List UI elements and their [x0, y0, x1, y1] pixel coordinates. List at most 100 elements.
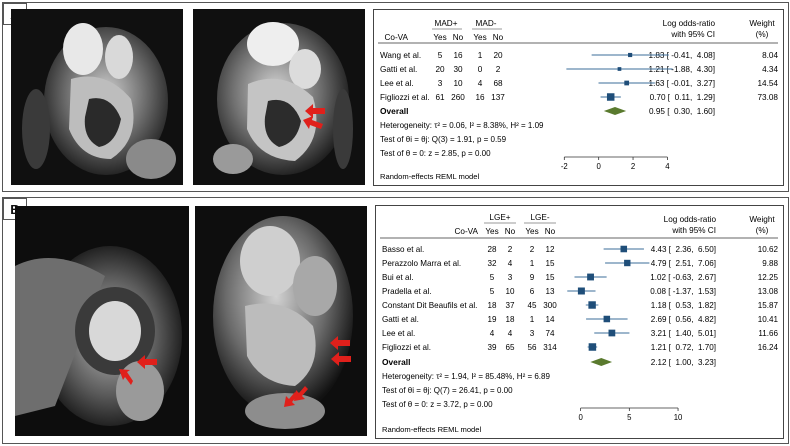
study-marker [620, 245, 628, 253]
count-cell: 13 [545, 287, 555, 296]
weight-value: 12.25 [758, 273, 779, 282]
heterogeneity-stat: Heterogeneity: τ² = 0.06, I² = 8.38%, H²… [380, 121, 544, 130]
count-cell: 0 [478, 65, 483, 74]
ci-text: 4.43 [ 2.36, 6.50] [651, 245, 716, 254]
overall-diamond [603, 107, 627, 115]
ci-text: 1.18 [ 0.53, 1.82] [651, 301, 716, 310]
count-cell: 16 [475, 93, 485, 102]
axis-tick-label: 10 [674, 413, 683, 422]
count-cell: 10 [453, 79, 463, 88]
count-cell: 28 [487, 245, 497, 254]
weight-value: 14.54 [758, 79, 779, 88]
arrow-icon [137, 355, 157, 369]
study-name: Figliozzi et al. [382, 343, 431, 352]
arrow-icon [305, 104, 325, 118]
count-cell: 65 [505, 343, 515, 352]
count-cell: 19 [487, 315, 497, 324]
study-marker [588, 301, 596, 309]
panel-a: A [2, 2, 789, 192]
axis-tick-label: 0 [597, 162, 602, 171]
count-cell: 4 [508, 329, 513, 338]
weight-value: 9.88 [762, 259, 778, 268]
weight-value: 11.66 [758, 329, 778, 338]
count-cell: 137 [491, 93, 505, 102]
axis-tick-label: 5 [627, 413, 632, 422]
count-cell: 45 [527, 301, 537, 310]
column-header: Co-VA [454, 227, 478, 236]
group-header: LGE+ [489, 213, 510, 222]
count-cell: 32 [487, 259, 497, 268]
effect-header: Log odds-ratio [664, 215, 717, 224]
count-cell: 4 [478, 79, 483, 88]
ci-text: 1.83 [ -0.41, 4.08] [649, 51, 715, 60]
mri-image [195, 206, 367, 436]
group-header: LGE- [530, 213, 549, 222]
ci-text: 4.79 [ 2.51, 7.06] [651, 259, 716, 268]
count-cell: 56 [527, 343, 537, 352]
column-header: No [493, 33, 504, 42]
count-cell: 1 [530, 315, 535, 324]
overall-diamond [590, 358, 613, 366]
count-cell: 18 [505, 315, 515, 324]
count-cell: 15 [545, 273, 555, 282]
count-cell: 1 [478, 51, 483, 60]
effect-header: with 95% CI [671, 226, 716, 235]
count-cell: 1 [530, 259, 535, 268]
count-cell: 5 [438, 51, 443, 60]
ci-text: 0.70 [ 0.11, 1.29] [650, 93, 715, 102]
weight-value: 73.08 [758, 93, 779, 102]
count-cell: 260 [451, 93, 465, 102]
arrow-icon [284, 392, 298, 407]
study-name: Basso et al. [382, 245, 424, 254]
study-name: Lee et al. [382, 329, 415, 338]
column-header: Yes [525, 227, 538, 236]
ci-text: 2.69 [ 0.56, 4.82] [651, 315, 716, 324]
count-cell: 4 [490, 329, 495, 338]
study-marker [608, 329, 616, 337]
overall-label: Overall [380, 106, 408, 116]
axis-tick-label: 2 [631, 162, 635, 171]
ci-text: 0.08 [ -1.37, 1.53] [650, 287, 716, 296]
model-note: Random-effects REML model [382, 425, 481, 434]
column-header: Co-VA [384, 33, 408, 42]
forest-plot: MAD+ MAD- Co-VA Yes No Yes No Log odds-r… [373, 9, 784, 186]
arrow-icon [294, 386, 308, 401]
ci-text: 1.63 [ -0.01, 3.27] [649, 79, 715, 88]
axis-tick-label: 4 [665, 162, 670, 171]
mri-image [15, 206, 189, 436]
study-name: Bui et al. [382, 273, 414, 282]
study-name: Perazzolo Marra et al. [382, 259, 461, 268]
arrow-icon [331, 352, 351, 366]
count-cell: 2 [530, 245, 535, 254]
overall-ci-text: 2.12 [ 1.00, 3.23] [651, 358, 716, 367]
study-marker [628, 52, 633, 58]
effect-header: Log odds-ratio [663, 19, 716, 28]
column-header: No [453, 33, 464, 42]
weight-value: 8.04 [762, 51, 778, 60]
count-cell: 14 [545, 315, 555, 324]
axis-tick-label: -2 [561, 162, 568, 171]
count-cell: 15 [545, 259, 555, 268]
ci-text: 1.21 [ 0.72, 1.70] [651, 343, 716, 352]
group-header: MAD+ [435, 19, 458, 28]
mri-image [11, 9, 183, 185]
study-name: Gatti et al. [382, 315, 419, 324]
count-cell: 20 [435, 65, 445, 74]
count-cell: 10 [505, 287, 515, 296]
overall-ci-text: 0.95 [ 0.30, 1.60] [649, 107, 715, 116]
count-cell: 3 [438, 79, 443, 88]
test-stat: Test of θ = 0: z = 2.85, p = 0.00 [380, 149, 491, 158]
forest-plot: LGE+ LGE- Co-VA Yes No Yes No Log odds-r… [375, 205, 784, 439]
column-header: Yes [485, 227, 498, 236]
x-axis: -2 0 2 4 [561, 156, 670, 171]
study-name: Gatti et al. [380, 65, 417, 74]
study-marker [624, 80, 630, 86]
count-cell: 20 [493, 51, 503, 60]
count-cell: 9 [530, 273, 535, 282]
forest-markers [566, 52, 673, 115]
count-cell: 3 [530, 329, 535, 338]
count-cell: 4 [508, 259, 513, 268]
count-cell: 2 [496, 65, 501, 74]
test-stat: Test of θi = θj: Q(7) = 26.41, p = 0.00 [382, 386, 513, 395]
count-cell: 74 [545, 329, 555, 338]
